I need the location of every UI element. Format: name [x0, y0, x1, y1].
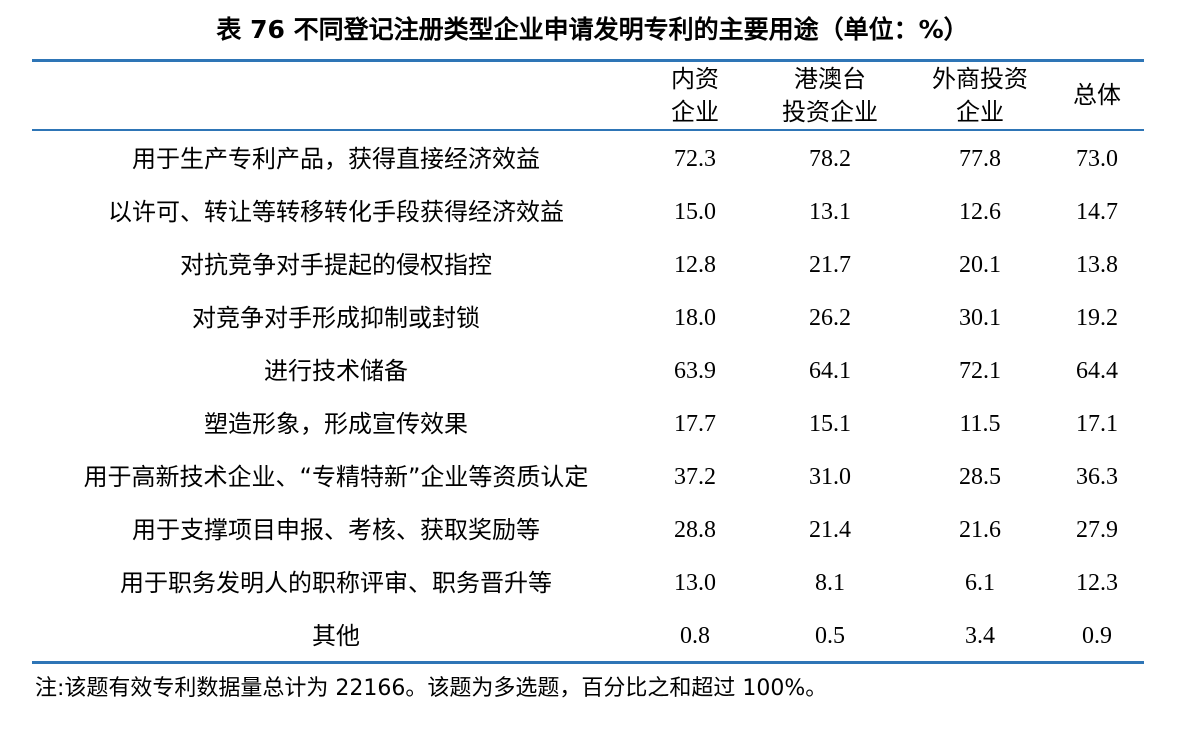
table-row: 塑造形象，形成宣传效果 17.7 15.1 11.5 17.1: [32, 398, 1144, 451]
row-label: 对抗竞争对手提起的侵权指控: [180, 251, 492, 279]
table-cell: 37.2: [674, 464, 716, 490]
table-row: 其他 0.8 0.5 3.4 0.9: [32, 610, 1144, 663]
row-label: 进行技术储备: [264, 357, 408, 385]
row-label: 塑造形象，形成宣传效果: [204, 410, 468, 438]
table-cell: 13.1: [809, 199, 851, 225]
table-row: 以许可、转让等转移转化手段获得经济效益 15.0 13.1 12.6 14.7: [32, 186, 1144, 239]
table-cell: 31.0: [809, 464, 851, 490]
table-cell: 15.0: [674, 199, 716, 225]
row-label: 以许可、转让等转移转化手段获得经济效益: [108, 198, 564, 226]
top-rule: [32, 59, 1144, 62]
table-cell: 72.3: [674, 146, 716, 172]
table-row: 进行技术储备 63.9 64.1 72.1 64.4: [32, 345, 1144, 398]
table-cell: 21.7: [809, 252, 851, 278]
table-cell: 78.2: [809, 146, 851, 172]
table-cell: 19.2: [1076, 305, 1118, 331]
table-cell: 21.4: [809, 517, 851, 543]
column-header-line: 内资: [671, 64, 719, 93]
table-cell: 3.4: [965, 623, 995, 649]
table-cell: 36.3: [1076, 464, 1118, 490]
table-cell: 0.5: [815, 623, 845, 649]
column-header-line: 港澳台: [794, 64, 866, 93]
table-cell: 72.1: [959, 358, 1001, 384]
header-rule: [32, 129, 1144, 131]
column-header-foreign: 外商投资 企业: [910, 62, 1050, 129]
table-cell: 21.6: [959, 517, 1001, 543]
column-header-line: 投资企业: [782, 97, 878, 126]
row-label: 其他: [312, 622, 360, 650]
table-cell: 12.3: [1076, 570, 1118, 596]
table-cell: 26.2: [809, 305, 851, 331]
column-header-line: 企业: [956, 97, 1004, 126]
table-cell: 14.7: [1076, 199, 1118, 225]
table-cell: 8.1: [815, 570, 845, 596]
table-row: 用于生产专利产品，获得直接经济效益 72.3 78.2 77.8 73.0: [32, 133, 1144, 186]
table-cell: 13.8: [1076, 252, 1118, 278]
table-cell: 0.8: [680, 623, 710, 649]
table-cell: 12.6: [959, 199, 1001, 225]
table-row: 对抗竞争对手提起的侵权指控 12.8 21.7 20.1 13.8: [32, 239, 1144, 292]
table-row: 对竞争对手形成抑制或封锁 18.0 26.2 30.1 19.2: [32, 292, 1144, 345]
table-row: 用于职务发明人的职称评审、职务晋升等 13.0 8.1 6.1 12.3: [32, 557, 1144, 610]
table-cell: 77.8: [959, 146, 1001, 172]
table-cell: 30.1: [959, 305, 1001, 331]
table-cell: 20.1: [959, 252, 1001, 278]
row-label: 用于支撑项目申报、考核、获取奖励等: [132, 516, 540, 544]
table-cell: 15.1: [809, 411, 851, 437]
table-title: 表 76 不同登记注册类型企业申请发明专利的主要用途（单位：%）: [216, 15, 969, 44]
table-cell: 6.1: [965, 570, 995, 596]
column-header-domestic: 内资 企业: [640, 62, 750, 129]
table-cell: 63.9: [674, 358, 716, 384]
table-cell: 64.4: [1076, 358, 1118, 384]
row-label: 对竞争对手形成抑制或封锁: [192, 304, 480, 332]
bottom-rule: [32, 661, 1144, 664]
table-cell: 18.0: [674, 305, 716, 331]
column-header-line: 外商投资: [932, 64, 1028, 93]
column-header-hk-macao-taiwan: 港澳台 投资企业: [750, 62, 910, 129]
table-cell: 12.8: [674, 252, 716, 278]
table-cell: 28.5: [959, 464, 1001, 490]
table-cell: 64.1: [809, 358, 851, 384]
row-label: 用于生产专利产品，获得直接经济效益: [132, 145, 540, 173]
table-cell: 73.0: [1076, 146, 1118, 172]
table-cell: 17.7: [674, 411, 716, 437]
table-cell: 17.1: [1076, 411, 1118, 437]
table-row: 用于支撑项目申报、考核、获取奖励等 28.8 21.4 21.6 27.9: [32, 504, 1144, 557]
column-header-line: 总体: [1073, 81, 1121, 109]
table-note: 注:该题有效专利数据量总计为 22166。该题为多选题，百分比之和超过 100%…: [35, 676, 828, 701]
column-header-overall: 总体: [1050, 62, 1144, 129]
row-label: 用于高新技术企业、“专精特新”企业等资质认定: [83, 463, 589, 491]
table-cell: 13.0: [674, 570, 716, 596]
table-cell: 0.9: [1082, 623, 1112, 649]
table-cell: 11.5: [959, 411, 1001, 437]
row-label: 用于职务发明人的职称评审、职务晋升等: [120, 569, 552, 597]
table-cell: 28.8: [674, 517, 716, 543]
table-cell: 27.9: [1076, 517, 1118, 543]
table-row: 用于高新技术企业、“专精特新”企业等资质认定 37.2 31.0 28.5 36.3: [32, 451, 1144, 504]
column-header-line: 企业: [671, 97, 719, 126]
